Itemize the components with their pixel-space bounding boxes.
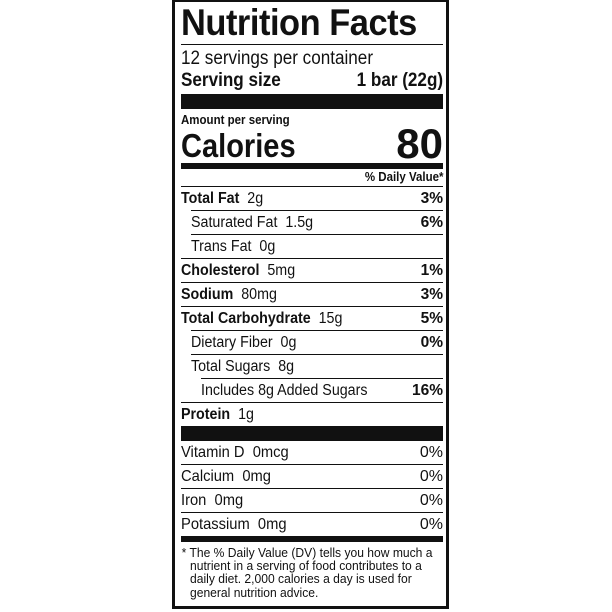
divider-thick (181, 94, 443, 109)
vitamin-amount: 0mg (257, 515, 287, 533)
vitamin-list: Vitamin D 0mcg 0% Calcium 0mg 0% Iron 0mg 0% P… (181, 441, 443, 536)
vitamin-name: Potassium (181, 515, 250, 533)
nutrient-amount: 0g (259, 237, 276, 255)
footnote: * The % Daily Value (DV) tells you how m… (181, 545, 433, 600)
nutrient-dv: 0% (420, 333, 443, 351)
vitamin-row: Iron 0mg 0% (181, 488, 443, 512)
vitamin-name: Calcium (181, 467, 235, 485)
daily-value-header: % Daily Value* (181, 169, 443, 187)
nutrition-facts-label: Nutrition Facts 12 servings per containe… (172, 0, 449, 609)
nutrient-list: Total Fat 2g 3% Saturated Fat 1.5g 6% Trans … (181, 187, 443, 426)
nutrient-name: Total Sugars (191, 357, 271, 375)
nutrient-amount: 0g (280, 333, 297, 351)
label-title: Nutrition Facts (181, 2, 443, 45)
servings-per-container: 12 servings per container (181, 48, 374, 69)
amount-per-serving: Amount per serving (181, 113, 290, 127)
nutrient-amount: 2g (247, 189, 264, 207)
vitamin-dv: 0% (419, 515, 443, 533)
nutrient-amount: 80mg (241, 285, 277, 303)
nutrient-name: Protein (181, 405, 231, 423)
vitamin-name: Vitamin D (181, 443, 245, 461)
nutrient-amount: 8g (278, 357, 295, 375)
nutrient-dv: 1% (420, 261, 443, 279)
vitamin-dv: 0% (419, 467, 443, 485)
nutrient-amount: 15g (318, 309, 343, 327)
nutrient-row: Cholesterol 5mg 1% (181, 258, 443, 282)
nutrient-name: Dietary Fiber (191, 333, 273, 351)
vitamin-amount: 0mcg (252, 443, 289, 461)
divider-medium (181, 536, 443, 542)
nutrient-dv: 3% (420, 189, 443, 207)
nutrient-row: Saturated Fat 1.5g 6% (191, 210, 443, 234)
vitamin-dv: 0% (419, 443, 443, 461)
nutrient-name: Trans Fat (191, 237, 252, 255)
nutrient-name: Includes 8g Added Sugars (201, 381, 368, 399)
nutrient-dv: 3% (420, 285, 443, 303)
calories-label: Calories (181, 127, 296, 164)
nutrient-row: Sodium 80mg 3% (181, 282, 443, 306)
nutrient-name: Sodium (181, 285, 234, 303)
divider-medium (181, 163, 443, 169)
nutrient-row: Total Fat 2g 3% (181, 187, 443, 210)
vitamin-row: Potassium 0mg 0% (181, 512, 443, 536)
vitamin-amount: 0mg (214, 491, 244, 509)
nutrient-name: Total Fat (181, 189, 240, 207)
vitamin-dv: 0% (419, 491, 443, 509)
nutrient-amount: 1g (238, 405, 254, 423)
vitamin-row: Calcium 0mg 0% (181, 464, 443, 488)
calories-row: Calories 80 (181, 120, 443, 167)
serving-size-label: Serving size (181, 70, 281, 91)
vitamin-name: Iron (181, 491, 207, 509)
serving-size-value: 1 bar (22g) (356, 70, 443, 91)
calories-value: 80 (396, 120, 443, 167)
nutrient-dv: 5% (420, 309, 443, 327)
nutrient-name: Total Carbohydrate (181, 309, 311, 327)
vitamin-row: Vitamin D 0mcg 0% (181, 441, 443, 464)
nutrient-dv: 16% (411, 381, 443, 399)
nutrient-amount: 1.5g (285, 213, 314, 231)
nutrient-row: Trans Fat 0g (191, 234, 443, 258)
divider-thick (181, 426, 443, 441)
nutrient-row: Total Carbohydrate 15g 5% (181, 306, 443, 330)
nutrient-row: Dietary Fiber 0g 0% (191, 330, 443, 354)
nutrient-amount: 5mg (267, 261, 296, 279)
nutrient-row: Protein 1g (181, 402, 443, 426)
nutrient-row: Includes 8g Added Sugars 16% (201, 378, 443, 402)
serving-size: Serving size 1 bar (22g) (181, 70, 443, 94)
vitamin-amount: 0mg (242, 467, 271, 485)
nutrient-dv: 6% (420, 213, 443, 231)
nutrient-name: Cholesterol (181, 261, 260, 279)
nutrient-row: Total Sugars 8g (191, 354, 443, 378)
nutrient-name: Saturated Fat (191, 213, 278, 231)
